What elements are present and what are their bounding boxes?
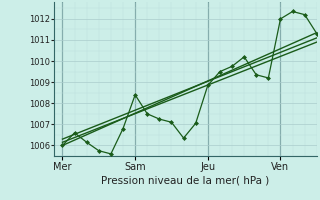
X-axis label: Pression niveau de la mer( hPa ): Pression niveau de la mer( hPa ) [101,176,270,186]
